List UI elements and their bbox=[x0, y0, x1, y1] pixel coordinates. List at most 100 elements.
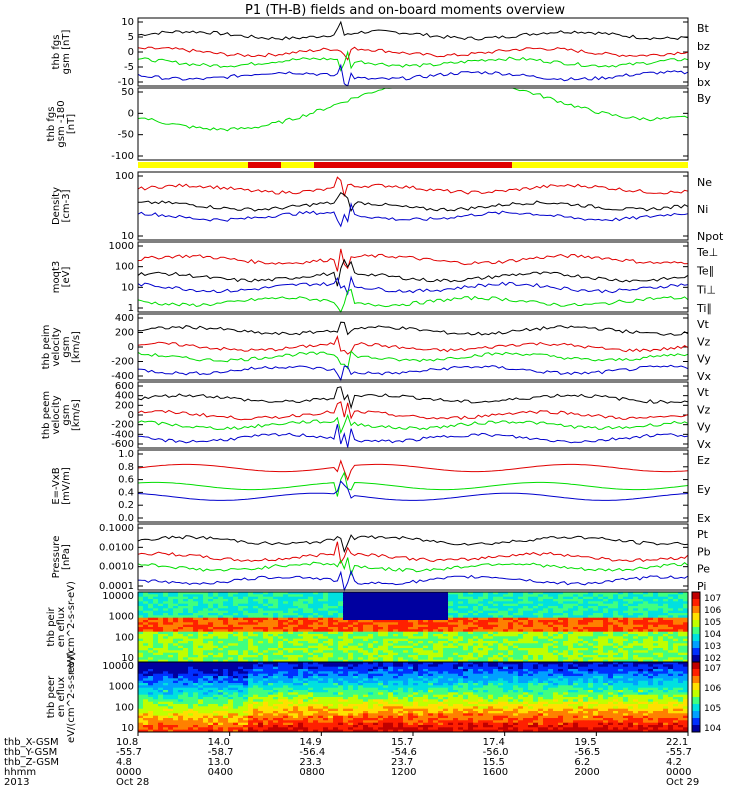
heatmap-cell bbox=[228, 643, 234, 647]
heatmap-cell bbox=[243, 662, 249, 665]
heatmap-cell bbox=[253, 606, 259, 609]
heatmap-cell bbox=[498, 669, 504, 672]
heatmap-cell bbox=[388, 601, 394, 605]
panel-ylabel: [nT] bbox=[66, 114, 77, 134]
heatmap-cell bbox=[518, 657, 524, 661]
heatmap-cell bbox=[323, 683, 329, 686]
heatmap-cell bbox=[303, 603, 309, 607]
heatmap-cell bbox=[178, 615, 184, 619]
heatmap-cell bbox=[618, 620, 624, 623]
heatmap-cell bbox=[523, 627, 529, 630]
heatmap-cell bbox=[478, 620, 484, 623]
heatmap-cell bbox=[468, 617, 474, 621]
heatmap-cell bbox=[603, 680, 609, 684]
heatmap-cell bbox=[643, 687, 649, 691]
heatmap-cell bbox=[183, 641, 189, 644]
heatmap-cell bbox=[558, 673, 564, 677]
heatmap-cell bbox=[408, 673, 414, 677]
heatmap-cell bbox=[633, 669, 639, 672]
panel-frame bbox=[137, 17, 689, 87]
heatmap-cell bbox=[608, 594, 614, 598]
heatmap-cell bbox=[633, 641, 639, 644]
heatmap-cell bbox=[538, 680, 544, 684]
heatmap-cell bbox=[258, 596, 264, 600]
heatmap-cell bbox=[378, 673, 384, 677]
heatmap-cell bbox=[393, 664, 399, 668]
heatmap-cell bbox=[483, 636, 489, 640]
heatmap-cell bbox=[258, 659, 264, 663]
heatmap-cell bbox=[483, 638, 489, 642]
heatmap-cell bbox=[188, 690, 194, 693]
heatmap-cell bbox=[378, 680, 384, 684]
heatmap-cell bbox=[463, 680, 469, 684]
heatmap-cell bbox=[488, 606, 494, 609]
heatmap-cell bbox=[543, 669, 549, 672]
heatmap-cell bbox=[498, 676, 504, 679]
heatmap-cell bbox=[288, 685, 294, 689]
heatmap-cell bbox=[363, 615, 369, 619]
heatmap-cell bbox=[398, 680, 404, 684]
heatmap-cell bbox=[523, 608, 529, 612]
heatmap-cell bbox=[263, 615, 269, 619]
heatmap-cell bbox=[208, 655, 214, 658]
heatmap-cell bbox=[158, 594, 164, 598]
heatmap-cell bbox=[228, 685, 234, 689]
heatmap-cell bbox=[468, 594, 474, 598]
heatmap-cell bbox=[573, 615, 579, 619]
heatmap-cell bbox=[213, 624, 219, 628]
heatmap-cell bbox=[163, 603, 169, 607]
heatmap-cell bbox=[233, 687, 239, 691]
heatmap-cell bbox=[278, 636, 284, 640]
heatmap-cell bbox=[423, 636, 429, 640]
heatmap-cell bbox=[503, 608, 509, 612]
heatmap-cell bbox=[598, 641, 604, 644]
heatmap-cell bbox=[403, 678, 409, 682]
heatmap-cell bbox=[263, 638, 269, 642]
heatmap-cell bbox=[293, 666, 299, 670]
heatmap-cell bbox=[273, 685, 279, 689]
heatmap-cell bbox=[233, 657, 239, 661]
heatmap-cell bbox=[503, 690, 509, 693]
heatmap-cell bbox=[378, 669, 384, 672]
heatmap-cell bbox=[163, 671, 169, 675]
heatmap-cell bbox=[648, 655, 654, 658]
heatmap-cell bbox=[653, 683, 659, 686]
heatmap-cell bbox=[168, 601, 174, 605]
heatmap-cell bbox=[233, 645, 239, 649]
heatmap-cell bbox=[138, 638, 144, 642]
heatmap-cell bbox=[303, 615, 309, 619]
heatmap-cell bbox=[203, 680, 209, 684]
heatmap-cell bbox=[488, 631, 494, 635]
heatmap-cell bbox=[658, 606, 664, 609]
heatmap-cell bbox=[343, 671, 349, 675]
heatmap-cell bbox=[373, 676, 379, 679]
heatmap-cell bbox=[233, 641, 239, 644]
heatmap-cell bbox=[408, 687, 414, 691]
heatmap-cell bbox=[453, 631, 459, 635]
heatmap-cell bbox=[628, 622, 634, 626]
heatmap-cell bbox=[208, 685, 214, 689]
heatmap-cell bbox=[288, 624, 294, 628]
colorbar-step bbox=[692, 606, 700, 610]
heatmap-cell bbox=[463, 662, 469, 665]
heatmap-cell bbox=[478, 662, 484, 665]
heatmap-cell bbox=[153, 676, 159, 679]
heatmap-cell bbox=[323, 643, 329, 647]
heatmap-cell bbox=[588, 687, 594, 691]
heatmap-cell bbox=[468, 599, 474, 602]
heatmap-cell bbox=[478, 592, 484, 595]
heatmap-cell bbox=[618, 683, 624, 686]
heatmap-cell bbox=[323, 650, 329, 654]
heatmap-cell bbox=[303, 594, 309, 598]
heatmap-cell bbox=[308, 666, 314, 670]
heatmap-cell bbox=[233, 643, 239, 647]
heatmap-cell bbox=[503, 664, 509, 668]
heatmap-cell bbox=[663, 636, 669, 640]
heatmap-cell bbox=[598, 596, 604, 600]
heatmap-cell bbox=[223, 627, 229, 630]
heatmap-cell bbox=[373, 599, 379, 602]
heatmap-cell bbox=[528, 596, 534, 600]
heatmap-cell bbox=[268, 610, 274, 614]
heatmap-cell bbox=[318, 613, 324, 616]
heatmap-cell bbox=[543, 634, 549, 637]
